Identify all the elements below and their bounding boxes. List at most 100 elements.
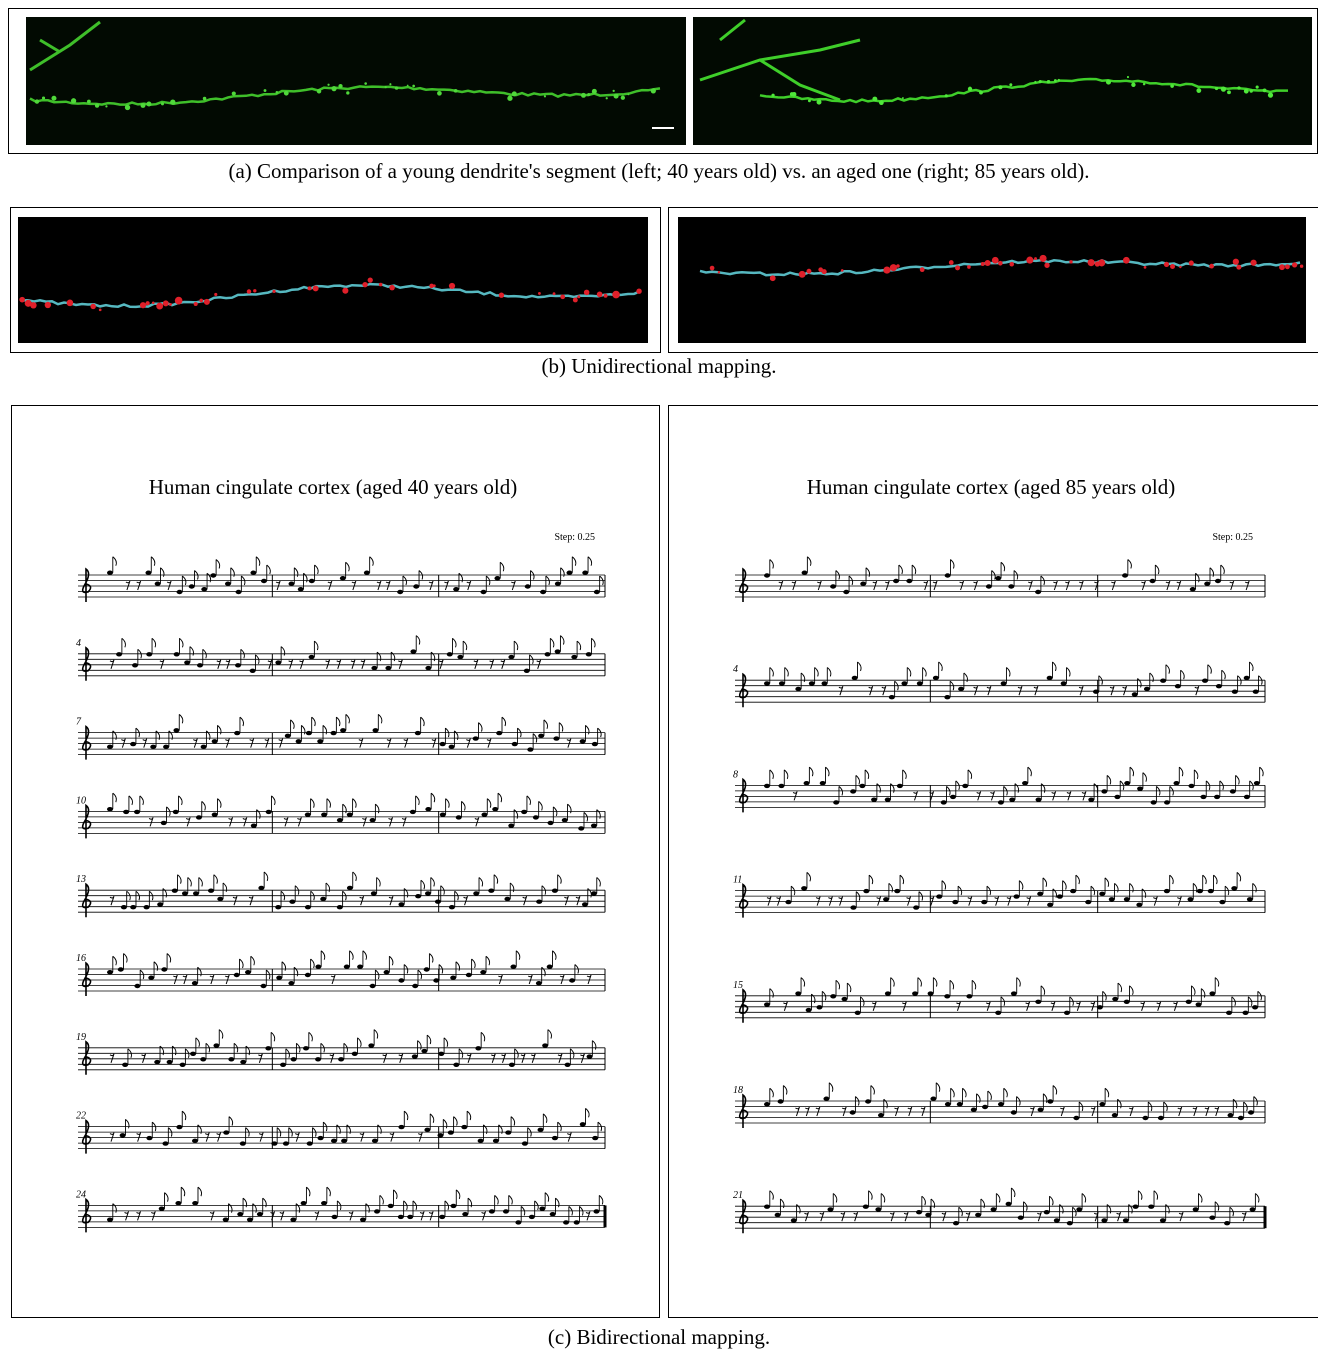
spine [449,283,455,289]
note-head [360,1217,366,1221]
note-flag [377,877,381,886]
spine [175,297,183,305]
rest [1018,686,1022,695]
spine [42,96,45,99]
note-head [1253,690,1259,694]
rest [398,660,402,669]
note-head [1022,781,1028,785]
note-flag [343,804,347,813]
rest [1177,897,1181,906]
rest [186,817,190,826]
spine [169,303,172,306]
measure-number: 16 [76,953,86,964]
note-head [1160,1218,1166,1222]
note-flag [1138,1191,1142,1200]
note-head [912,991,918,995]
spine [604,294,608,298]
note-head [157,902,163,906]
note-head [957,1102,963,1106]
note-head [1099,892,1105,896]
note-head [538,734,544,738]
rest [110,660,114,669]
note-head [586,652,592,656]
note-head [1047,676,1053,680]
note-head [809,681,815,685]
note-flag [1215,978,1219,987]
note-head [456,815,462,819]
note-head [374,1209,380,1213]
rest [258,1054,262,1063]
note-head [196,815,202,819]
note-flag [502,717,506,726]
rest [160,660,164,669]
spine [389,285,395,291]
note-head [1061,681,1067,685]
measure-number: 11 [733,875,742,886]
note-head [338,1057,344,1061]
note-flag [190,647,194,656]
spine [140,302,146,308]
note-flag [431,793,435,802]
note-flag [592,638,596,647]
spine [161,102,164,105]
note-flag [216,560,220,569]
note-head [283,1141,289,1145]
note-head [134,810,140,814]
rest [474,660,478,669]
note-flag [472,959,476,968]
rest [804,1212,808,1221]
note-head [107,571,113,575]
note-flag [487,799,491,808]
note-flag [801,978,805,987]
note-flag [481,1032,485,1041]
note-head [1011,1110,1017,1114]
rest [229,817,233,826]
spine [437,91,442,96]
note-head [1014,894,1020,898]
rest [1117,1212,1121,1221]
note-head [275,660,281,664]
note-head [228,1057,234,1061]
spine [883,267,890,274]
note-head [107,970,113,974]
spine [71,98,76,103]
note-head [1136,903,1142,907]
note-flag [857,662,861,671]
spine [1009,262,1014,267]
note-flag [560,636,564,645]
note-head [998,1102,1004,1106]
spine [1227,90,1231,94]
rest [1166,581,1170,590]
note-head [852,676,858,680]
rest [225,975,229,984]
note-head [875,1207,881,1211]
note-flag [326,883,330,892]
note-head [492,807,498,811]
note-head [1208,889,1214,893]
note-flag [968,770,972,779]
note-head [764,573,770,577]
note-flag [1236,775,1240,784]
rest [360,896,364,905]
note-head [280,1063,286,1067]
note-flag [847,983,851,992]
rest [872,1002,876,1011]
note-head [1142,1116,1148,1120]
note-head [1188,784,1194,788]
note-head [413,584,419,588]
rest [501,660,505,669]
note-flag [516,951,520,960]
note-head [816,1005,822,1009]
note-flag [950,980,954,989]
rest [968,897,972,906]
note-flag [923,667,927,676]
note-head [449,905,455,909]
rest [402,817,406,826]
note-head [385,666,391,670]
note-head [930,1097,936,1101]
note-flag [881,1193,885,1202]
note-head [1038,1108,1044,1112]
note-flag [1193,883,1197,892]
note-head [370,818,376,822]
note-head [296,739,302,743]
